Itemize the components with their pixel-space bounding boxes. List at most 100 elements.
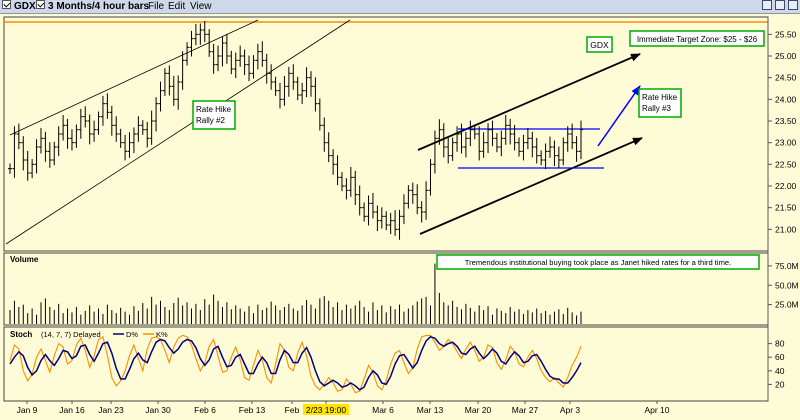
- highlighted-tick-bg: [303, 404, 349, 415]
- price-bar: [149, 110, 154, 145]
- price-bar: [379, 207, 384, 229]
- legend-k-label: K%: [156, 330, 168, 339]
- x-tick-label: 2/23 19:00: [306, 405, 346, 415]
- gdx-label: GDX: [590, 40, 609, 50]
- price-bar: [322, 117, 327, 152]
- price-bar: [25, 150, 30, 181]
- x-tick-label: Mar 6: [372, 405, 394, 415]
- price-bar: [247, 55, 252, 82]
- x-tick-label: Jan 23: [98, 405, 124, 415]
- x-tick-label: Jan 30: [145, 405, 171, 415]
- price-bar: [308, 71, 313, 97]
- price-bar: [534, 137, 539, 164]
- menu-view[interactable]: View: [190, 1, 212, 12]
- blue-target-arrow: [597, 85, 641, 147]
- price-bar: [291, 64, 296, 90]
- x-tick-label: Apr 3: [560, 405, 581, 415]
- volume-tick-label: 25.0M: [775, 300, 799, 310]
- price-bar: [366, 195, 371, 226]
- price-bar: [131, 127, 136, 154]
- price-bar: [220, 36, 225, 67]
- gdx-label-box: [586, 36, 613, 53]
- rally3-box: [638, 88, 682, 118]
- checkbox-icon[interactable]: [36, 0, 45, 9]
- trendline-lower-wedge: [5, 19, 351, 245]
- price-tick-label: 23.00: [775, 138, 797, 148]
- price-bar: [548, 136, 553, 158]
- price-bar: [158, 81, 163, 112]
- price-bar: [224, 33, 229, 64]
- stoch-params: (14, 7, 7) Delayed: [41, 330, 101, 339]
- price-bar: [441, 123, 446, 158]
- price-bar: [69, 129, 74, 151]
- price-bar: [432, 130, 437, 174]
- price-bar: [136, 116, 141, 142]
- price-bar: [477, 126, 482, 161]
- price-bar: [229, 50, 234, 75]
- close-icon[interactable]: [788, 0, 798, 10]
- price-bar: [570, 123, 575, 150]
- price-bar: [348, 166, 353, 197]
- menu-edit[interactable]: Edit: [168, 1, 186, 12]
- price-bar: [357, 185, 362, 216]
- price-bar: [118, 128, 123, 148]
- x-tick-label: Apr 10: [644, 405, 669, 415]
- target-zone-label: Immediate Target Zone: $25 - $26: [637, 35, 758, 44]
- stoch-line-d: [9, 335, 582, 391]
- period-label: 3 Months/4 hour bars: [48, 1, 150, 12]
- price-bar: [463, 131, 468, 158]
- price-bar: [335, 155, 340, 186]
- price-bar: [74, 124, 79, 148]
- price-bar: [211, 43, 216, 74]
- volume-tick-label: 75.0M: [775, 261, 799, 271]
- price-bar: [401, 194, 406, 225]
- price-bar: [21, 136, 26, 171]
- price-bar: [30, 159, 35, 179]
- minimize-icon[interactable]: [762, 0, 772, 10]
- price-bar: [87, 114, 92, 145]
- price-bar: [508, 118, 513, 145]
- menu-file[interactable]: File: [148, 1, 165, 12]
- target-zone-box: [629, 30, 765, 47]
- price-bar: [83, 106, 88, 128]
- price-bar: [278, 82, 283, 109]
- maximize-icon[interactable]: [775, 0, 785, 10]
- channel-upper-arrow: [417, 53, 641, 151]
- price-bar: [494, 133, 499, 153]
- price-bar: [481, 132, 486, 158]
- price-bar: [388, 212, 393, 235]
- price-bar: [579, 120, 583, 160]
- symbol-label: GDX: [14, 1, 36, 12]
- price-bar: [574, 136, 579, 162]
- x-tick-label: Feb 13: [239, 405, 266, 415]
- price-bar: [326, 132, 331, 163]
- price-bar: [490, 120, 495, 147]
- price-tick-label: 22.50: [775, 159, 797, 169]
- price-bar: [317, 98, 322, 131]
- price-bar: [189, 30, 194, 57]
- trendline-upper-wedge: [9, 19, 259, 136]
- price-bar: [455, 126, 460, 152]
- price-bar: [38, 127, 43, 154]
- price-bar: [410, 182, 415, 204]
- price-tick-label: 21.50: [775, 203, 797, 213]
- stoch-tick-label: 20: [775, 379, 785, 389]
- price-bar: [503, 114, 508, 145]
- price-bar: [193, 23, 198, 46]
- price-bar: [264, 53, 269, 84]
- price-bar: [397, 209, 402, 240]
- price-bar: [344, 178, 349, 200]
- price-bar: [384, 211, 389, 231]
- price-bar: [556, 146, 561, 168]
- price-bar: [140, 120, 145, 135]
- x-tick-label: Mar 27: [512, 405, 539, 415]
- price-bar: [216, 45, 221, 72]
- checkbox-icon[interactable]: [2, 0, 11, 9]
- price-bar: [52, 141, 57, 166]
- price-bar: [468, 120, 473, 147]
- price-bar: [176, 75, 181, 110]
- x-tick-label: Jan 16: [59, 405, 85, 415]
- price-bar: [78, 108, 83, 139]
- price-bar: [304, 67, 309, 98]
- price-bar: [167, 65, 172, 96]
